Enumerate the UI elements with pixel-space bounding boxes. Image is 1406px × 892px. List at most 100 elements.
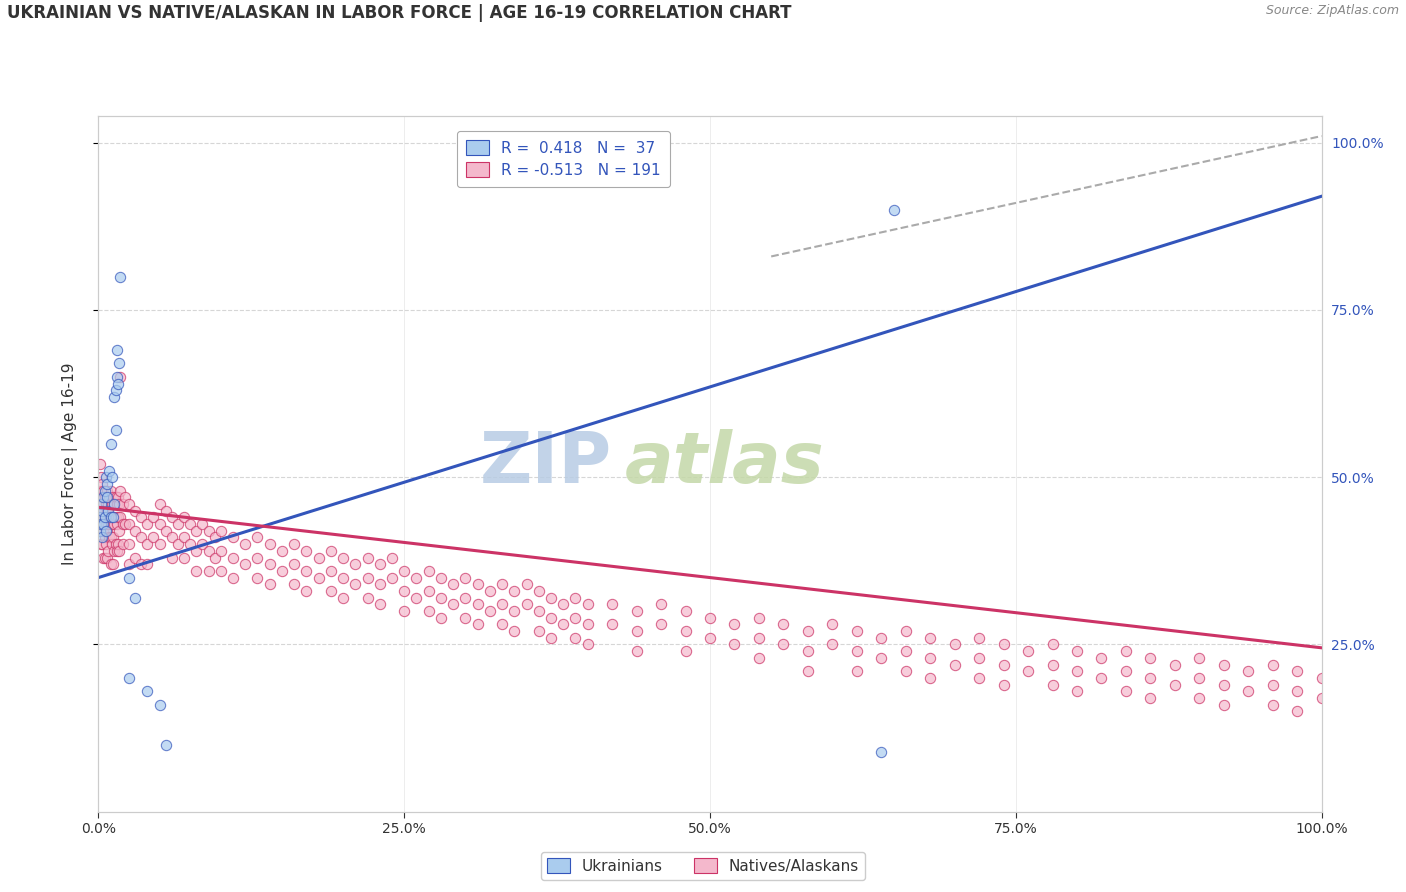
Point xyxy=(233,557,256,572)
Point xyxy=(1066,664,1088,679)
Point xyxy=(246,550,269,565)
Point xyxy=(91,537,114,551)
Point xyxy=(111,497,134,511)
Point xyxy=(100,483,122,498)
Point xyxy=(1261,657,1284,672)
Point xyxy=(105,544,128,558)
Point xyxy=(155,503,177,517)
Point xyxy=(96,503,118,517)
Point xyxy=(1212,678,1234,692)
Point xyxy=(540,611,562,625)
Point xyxy=(90,517,112,532)
Point xyxy=(920,671,942,685)
Point xyxy=(97,497,120,511)
Point xyxy=(845,664,868,679)
Point xyxy=(97,517,120,532)
Point xyxy=(90,470,112,484)
Point xyxy=(93,491,115,505)
Point xyxy=(118,497,141,511)
Point xyxy=(89,457,111,471)
Point xyxy=(1115,684,1137,698)
Point xyxy=(356,571,378,585)
Point xyxy=(1310,671,1333,685)
Point xyxy=(97,544,120,558)
Point xyxy=(1115,644,1137,658)
Point xyxy=(110,483,132,498)
Point xyxy=(209,564,232,578)
Point xyxy=(1139,651,1161,665)
Point xyxy=(90,537,112,551)
Point xyxy=(186,524,208,538)
Point xyxy=(107,537,129,551)
Point xyxy=(772,617,794,632)
Point xyxy=(222,571,245,585)
Point xyxy=(553,598,575,612)
Point xyxy=(699,611,721,625)
Point xyxy=(142,530,165,544)
Point xyxy=(405,591,427,605)
Point xyxy=(103,517,125,532)
Point xyxy=(114,517,136,532)
Point xyxy=(91,517,114,532)
Point xyxy=(90,517,112,532)
Point xyxy=(1286,684,1309,698)
Point xyxy=(600,617,623,632)
Point xyxy=(191,537,214,551)
Point xyxy=(748,651,770,665)
Point xyxy=(105,343,128,358)
Point xyxy=(430,591,453,605)
Point xyxy=(515,598,537,612)
Point xyxy=(626,644,648,658)
Point xyxy=(1042,637,1064,651)
Point xyxy=(104,424,127,438)
Point xyxy=(283,577,305,591)
Point xyxy=(107,376,129,391)
Point xyxy=(576,617,599,632)
Point xyxy=(197,524,219,538)
Point xyxy=(136,537,159,551)
Point xyxy=(478,584,501,599)
Point xyxy=(319,584,342,599)
Point xyxy=(105,497,128,511)
Point xyxy=(91,503,114,517)
Point xyxy=(94,497,117,511)
Point xyxy=(650,598,672,612)
Point xyxy=(503,624,526,639)
Point xyxy=(90,491,112,505)
Point xyxy=(332,571,354,585)
Point xyxy=(295,564,318,578)
Point xyxy=(392,604,416,618)
Point xyxy=(101,470,124,484)
Point xyxy=(441,577,464,591)
Point xyxy=(233,537,256,551)
Point xyxy=(821,617,844,632)
Point xyxy=(197,564,219,578)
Point xyxy=(1261,678,1284,692)
Point xyxy=(91,477,114,491)
Point xyxy=(103,390,125,404)
Point xyxy=(418,604,440,618)
Point xyxy=(136,517,159,532)
Point xyxy=(149,698,172,712)
Point xyxy=(478,604,501,618)
Point xyxy=(118,571,141,585)
Point xyxy=(96,550,118,565)
Point xyxy=(118,517,141,532)
Point xyxy=(204,530,226,544)
Point xyxy=(1066,684,1088,698)
Point xyxy=(186,544,208,558)
Point xyxy=(124,550,146,565)
Point xyxy=(101,517,124,532)
Point xyxy=(259,557,281,572)
Point xyxy=(160,510,183,524)
Point xyxy=(104,491,127,505)
Point xyxy=(1115,664,1137,679)
Point xyxy=(626,604,648,618)
Point xyxy=(1017,664,1039,679)
Point xyxy=(110,369,132,384)
Point xyxy=(111,517,134,532)
Point xyxy=(1188,651,1211,665)
Point xyxy=(1042,678,1064,692)
Point xyxy=(993,637,1015,651)
Point xyxy=(797,664,820,679)
